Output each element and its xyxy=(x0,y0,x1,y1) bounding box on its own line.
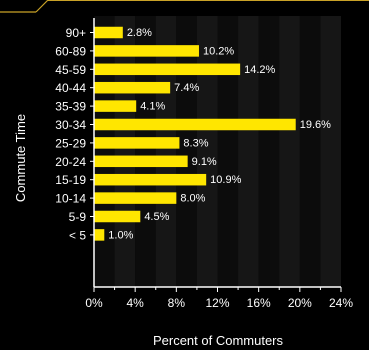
grid-band xyxy=(279,16,300,287)
bar xyxy=(94,81,171,94)
value-label: 7.4% xyxy=(174,82,199,94)
y-axis-title: Commute Time xyxy=(13,114,28,202)
x-axis-title: Percent of Commuters xyxy=(153,333,284,348)
bars xyxy=(94,26,296,241)
value-label: 14.2% xyxy=(244,64,275,76)
value-label: 8.3% xyxy=(183,137,208,149)
x-tick-label: 0% xyxy=(85,296,103,310)
bar xyxy=(94,63,241,76)
category-label: 5-9 xyxy=(69,210,87,224)
axes xyxy=(90,18,342,292)
x-tick-label: 12% xyxy=(205,296,229,310)
bar xyxy=(94,229,105,241)
accent-line-diagonal xyxy=(35,0,49,13)
bar xyxy=(94,210,141,223)
category-labels: 90+ 60-89 45-59 40-44 35-39 30-34 25-29 20-24 15… xyxy=(55,26,86,242)
category-label: 90+ xyxy=(66,26,86,40)
grid-band xyxy=(258,16,280,287)
value-label: 8.0% xyxy=(180,193,205,205)
category-label: 35-39 xyxy=(55,100,86,114)
value-label: 9.1% xyxy=(192,156,217,168)
x-tick-label: 24% xyxy=(329,296,353,310)
grid-band xyxy=(238,16,259,287)
bar xyxy=(94,155,188,168)
value-label: 10.2% xyxy=(203,45,234,57)
bar xyxy=(94,173,207,186)
category-label: 25-29 xyxy=(55,136,86,150)
bar xyxy=(94,26,123,39)
bar xyxy=(94,118,296,131)
x-ticks: 0% 4% 8% 12% 16% 20% 24% xyxy=(85,296,353,310)
value-label: 2.8% xyxy=(127,27,152,39)
category-label: 60-89 xyxy=(55,44,86,58)
grid-band xyxy=(217,16,239,287)
category-label: 45-59 xyxy=(55,63,86,77)
value-labels: 2.8% 10.2% 14.2% 7.4% 4.1% 19.6% 8.3% 9.1% 10.9%… xyxy=(108,27,331,241)
bar xyxy=(94,192,177,204)
x-tick-label: 4% xyxy=(126,296,144,310)
category-label: 10-14 xyxy=(55,192,86,206)
category-label: < 5 xyxy=(69,228,86,242)
category-label: 40-44 xyxy=(55,81,86,95)
value-label: 19.6% xyxy=(300,119,331,131)
category-label: 30-34 xyxy=(55,118,86,132)
grid-band xyxy=(299,16,321,287)
x-tick-label: 8% xyxy=(168,296,186,310)
value-label: 1.0% xyxy=(108,229,133,241)
grid-band xyxy=(320,16,341,287)
grid-band xyxy=(176,16,197,287)
value-label: 10.9% xyxy=(210,174,241,186)
category-label: 20-24 xyxy=(55,155,86,169)
bar xyxy=(94,45,199,57)
bar xyxy=(94,137,180,149)
value-label: 4.1% xyxy=(140,101,165,113)
category-label: 15-19 xyxy=(55,173,86,187)
x-tick-label: 20% xyxy=(288,296,312,310)
x-tick-label: 16% xyxy=(247,296,271,310)
grid-band xyxy=(196,16,218,287)
bar xyxy=(94,100,137,112)
value-label: 4.5% xyxy=(144,211,169,223)
grid-bands xyxy=(94,16,341,287)
